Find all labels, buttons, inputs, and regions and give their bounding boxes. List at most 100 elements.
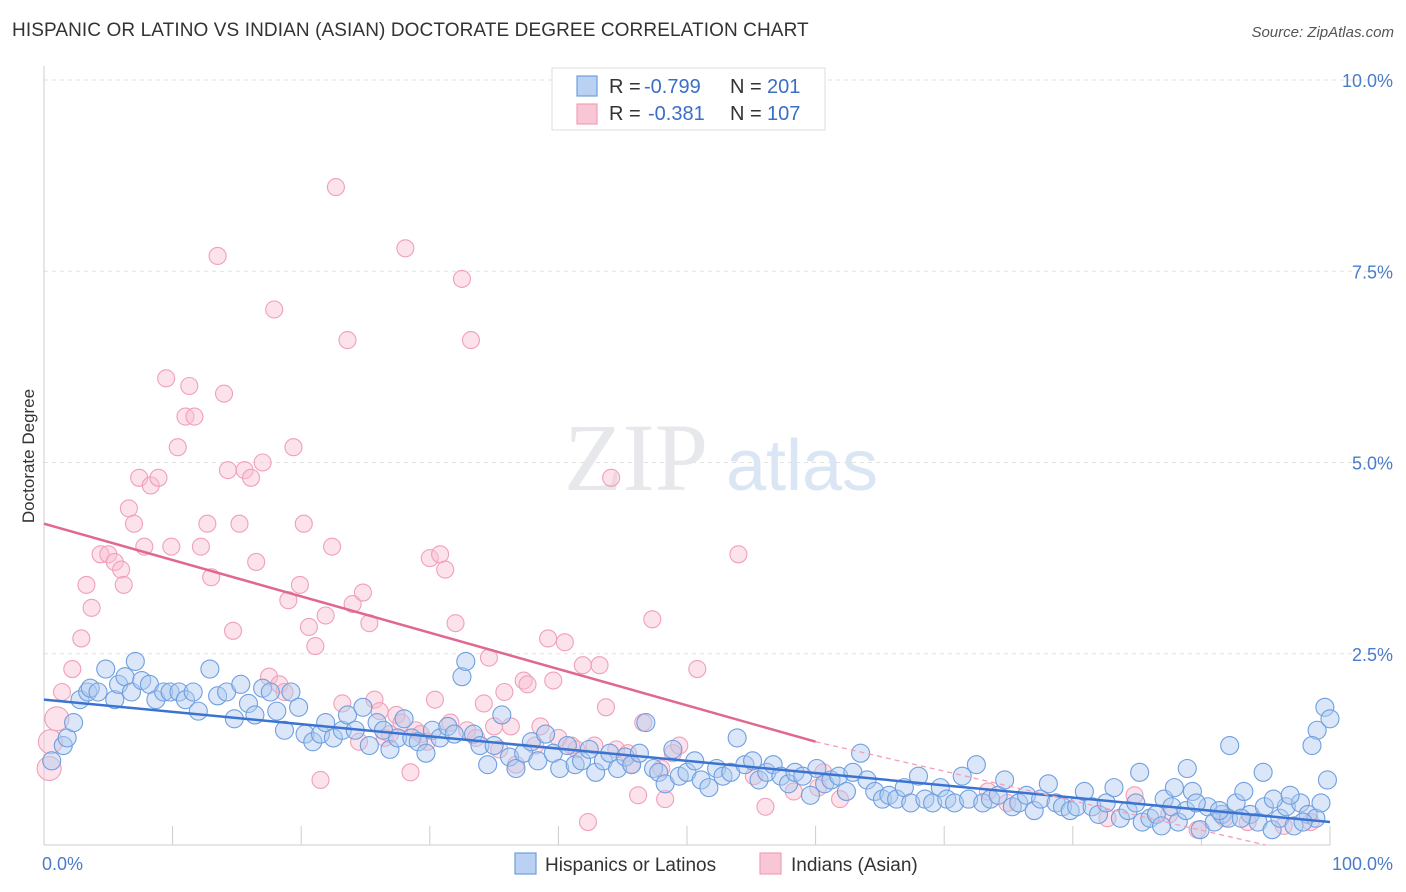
indians-point-108 bbox=[656, 790, 675, 809]
hispanics-point-183 bbox=[1317, 770, 1337, 790]
hispanics-point-93 bbox=[699, 778, 719, 798]
chart-title: HISPANIC OR LATINO VS INDIAN (ASIAN) DOC… bbox=[12, 20, 809, 41]
hispanics-point-77 bbox=[586, 762, 606, 782]
indians-point-12 bbox=[114, 575, 133, 594]
hispanics-point-192 bbox=[1151, 816, 1172, 836]
indians-point-73 bbox=[446, 614, 465, 633]
hispanics-point-97 bbox=[727, 728, 747, 748]
hispanics-point-42 bbox=[337, 705, 358, 725]
indians-point-114 bbox=[756, 797, 775, 816]
hispanics-point-50 bbox=[394, 709, 414, 729]
hispanics-point-182 bbox=[1320, 709, 1340, 729]
indians-point-21 bbox=[168, 438, 187, 457]
indians-point-49 bbox=[323, 537, 342, 556]
indians-point-34 bbox=[241, 468, 261, 487]
y-tick-label-1: 5.0% bbox=[1352, 454, 1393, 474]
hispanics-point-187 bbox=[1130, 762, 1150, 782]
indians-point-72 bbox=[441, 713, 460, 732]
hispanics-point-8 bbox=[96, 659, 116, 679]
indians-point-29 bbox=[214, 384, 234, 403]
hispanics-point-62 bbox=[478, 755, 498, 775]
hispanics-points bbox=[42, 651, 1340, 840]
hispanics-point-127 bbox=[944, 793, 965, 813]
indians-point-20 bbox=[162, 537, 181, 556]
legend-n-label-1: N = bbox=[730, 76, 762, 98]
stats-legend: R = -0.799 N = 201 R = -0.381 N = 107 bbox=[551, 67, 826, 131]
indians-point-10 bbox=[105, 552, 124, 572]
hispanics-point-138 bbox=[1024, 801, 1044, 821]
hispanics-point-125 bbox=[930, 778, 950, 798]
hispanics-point-32 bbox=[267, 701, 287, 721]
hispanics-point-66 bbox=[506, 758, 526, 779]
hispanics-point-9 bbox=[105, 690, 125, 710]
hispanics-point-73 bbox=[557, 735, 577, 756]
hispanics-point-48 bbox=[380, 739, 400, 759]
indians-trend-line bbox=[43, 522, 816, 743]
indians-point-46 bbox=[306, 637, 325, 656]
hispanics-point-128 bbox=[952, 766, 972, 786]
hispanics-point-80 bbox=[608, 758, 628, 779]
hispanics-point-63 bbox=[484, 735, 504, 756]
hispanics-point-147 bbox=[1088, 804, 1109, 824]
indians-point-32 bbox=[230, 514, 249, 533]
hispanics-point-83 bbox=[629, 743, 649, 763]
hispanics-point-56 bbox=[438, 716, 458, 736]
hispanics-point-92 bbox=[691, 770, 711, 790]
indians-point-17 bbox=[141, 476, 160, 495]
indians-point-106 bbox=[643, 610, 662, 629]
hispanics-point-3 bbox=[64, 713, 84, 733]
indians-point-100 bbox=[602, 468, 621, 487]
indians-point-78 bbox=[474, 694, 493, 713]
hispanics-point-163 bbox=[1204, 812, 1224, 832]
hispanics-point-124 bbox=[923, 793, 943, 813]
hispanics-point-130 bbox=[966, 755, 986, 775]
indians-point-112 bbox=[729, 545, 748, 564]
axes bbox=[43, 66, 1331, 846]
y-tick-label-0: 2.5% bbox=[1352, 645, 1393, 665]
indians-point-35 bbox=[247, 552, 266, 572]
indians-point-36 bbox=[253, 453, 272, 472]
indians-point-43 bbox=[290, 575, 309, 594]
indians-point-82 bbox=[495, 682, 514, 702]
indians-point-50 bbox=[326, 178, 345, 197]
hispanics-point-178 bbox=[1311, 793, 1331, 813]
hispanics-point-190 bbox=[1263, 789, 1283, 809]
hispanics-point-112 bbox=[836, 781, 857, 802]
hispanics-point-179 bbox=[1315, 697, 1335, 717]
hispanics-point-121 bbox=[901, 793, 921, 813]
indians-point-48 bbox=[316, 606, 335, 625]
indians-point-86 bbox=[518, 675, 537, 694]
indians-points bbox=[36, 178, 1320, 839]
hispanics-point-180 bbox=[1307, 720, 1327, 740]
hispanics-point-150 bbox=[1110, 808, 1130, 828]
hispanics-point-107 bbox=[800, 785, 821, 805]
hispanics-point-58 bbox=[452, 667, 472, 687]
indians-point-37 bbox=[259, 667, 279, 686]
indians-point-99 bbox=[596, 698, 616, 717]
indians-point-23 bbox=[180, 376, 199, 396]
indians-point-95 bbox=[573, 656, 592, 675]
watermark-atlas: atlas bbox=[726, 426, 878, 506]
indians-point-63 bbox=[396, 239, 415, 258]
hispanics-point-13 bbox=[125, 651, 145, 671]
indians-point-53 bbox=[343, 594, 362, 614]
indians-point-118 bbox=[830, 790, 850, 809]
hispanics-point-159 bbox=[1176, 801, 1196, 821]
hispanics-point-27 bbox=[231, 674, 251, 694]
hispanics-point-100 bbox=[749, 770, 769, 790]
indians-point-42 bbox=[284, 438, 303, 457]
hispanics-point-52 bbox=[408, 732, 428, 752]
indians-point-47 bbox=[311, 770, 330, 790]
indians-point-74 bbox=[452, 269, 472, 288]
legend-n-value-1: 201 bbox=[767, 76, 800, 98]
hispanics-point-31 bbox=[260, 682, 280, 702]
hispanics-point-69 bbox=[528, 751, 548, 771]
hispanics-point-119 bbox=[887, 789, 907, 809]
indians-point-62 bbox=[392, 713, 411, 732]
series-legend-pink-swatch bbox=[759, 852, 782, 875]
hispanics-point-103 bbox=[771, 766, 791, 786]
source-label: Source: ZipAtlas.com bbox=[1251, 24, 1394, 41]
indians-point-2 bbox=[44, 706, 70, 732]
indians-point-40 bbox=[275, 682, 294, 702]
